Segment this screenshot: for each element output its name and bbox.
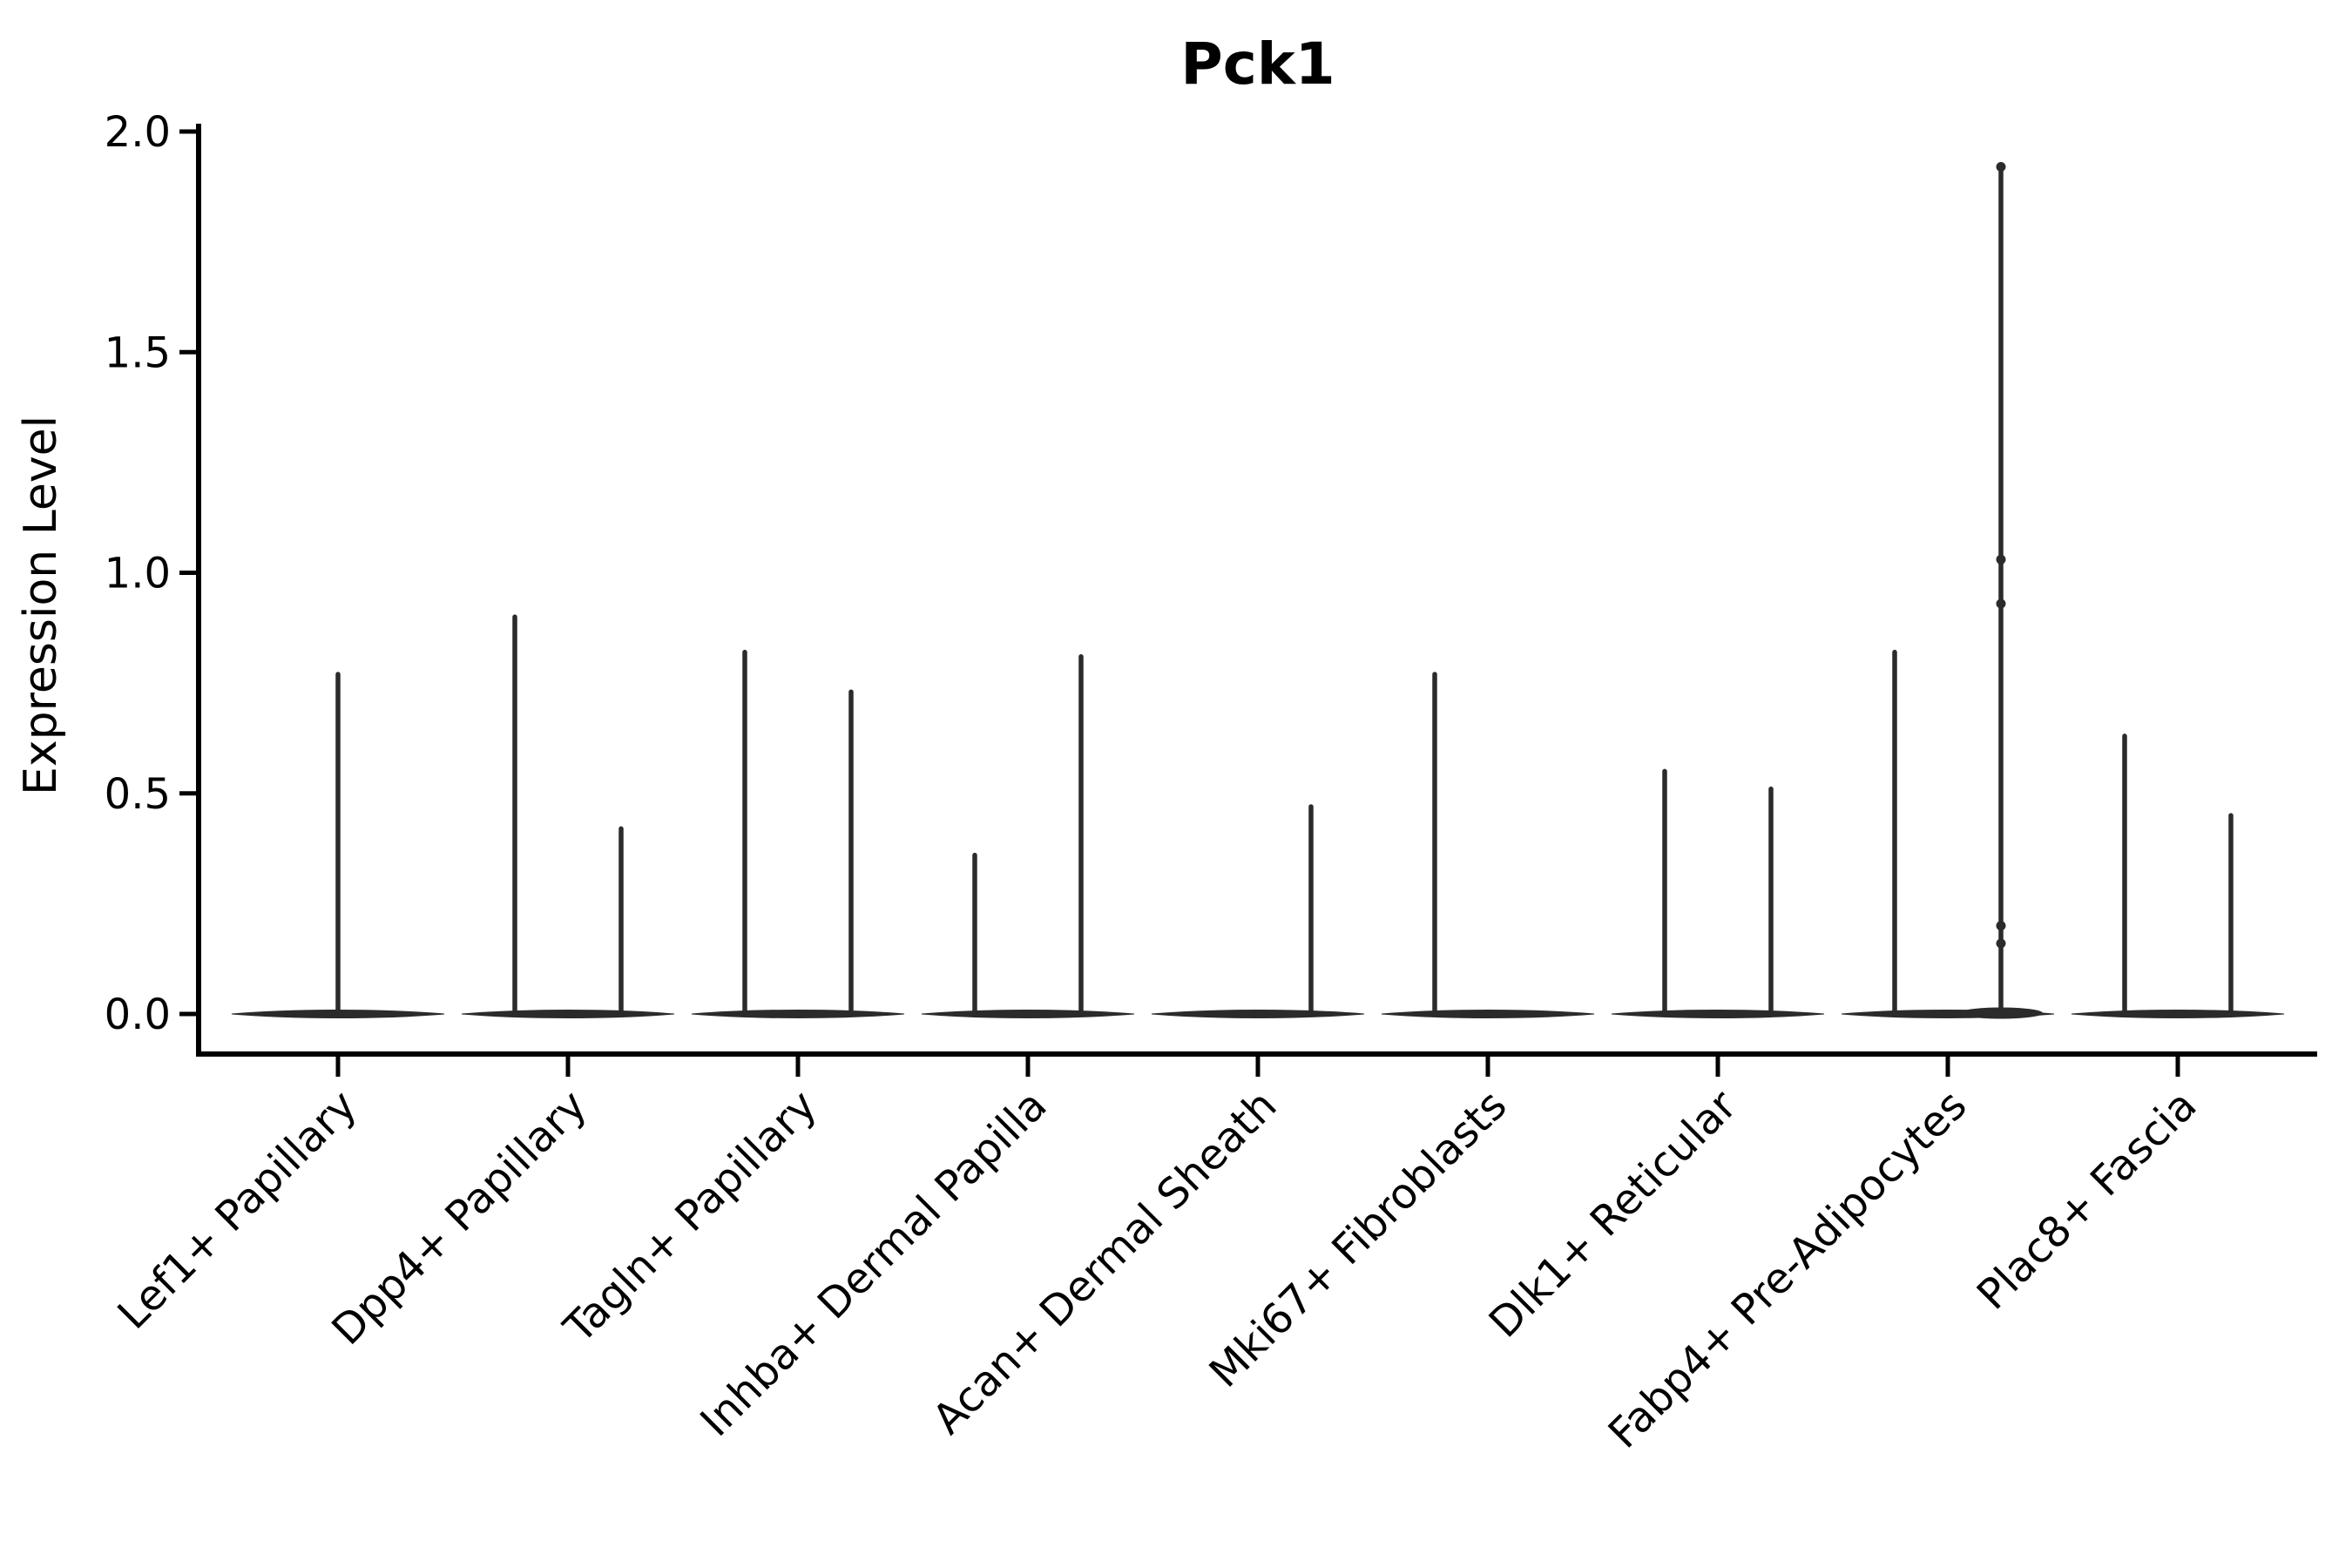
- violin-lens: [461, 1009, 675, 1019]
- expression-point: [1996, 554, 2006, 564]
- violin-lens: [1381, 1009, 1595, 1019]
- x-tick-label: Dlk1+ Reticular: [1480, 1081, 1747, 1348]
- expression-point: [1996, 162, 2006, 172]
- violin-lens: [1611, 1009, 1825, 1019]
- y-tick-label: 1.0: [105, 550, 171, 598]
- violin-lens: [2071, 1009, 2285, 1019]
- y-axis-title: Expression Level: [15, 416, 67, 795]
- y-tick-label: 0.0: [105, 990, 171, 1039]
- y-tick-label: 1.5: [105, 328, 171, 377]
- expression-point: [1996, 921, 2006, 931]
- x-tick-label: Tagln+ Papillary: [554, 1081, 826, 1353]
- x-tick-label: Plac8+ Fascia: [1968, 1081, 2207, 1320]
- x-tick-label: Lef1+ Papillary: [109, 1081, 367, 1339]
- expression-point: [1996, 598, 2006, 609]
- expression-point: [1996, 938, 2006, 949]
- y-tick-label: 2.0: [105, 108, 171, 157]
- y-axis-ticks: 0.0 0.5 1.0 1.5 2.0: [105, 108, 199, 1039]
- y-tick-label: 0.5: [105, 770, 171, 819]
- chart-title: Pck1: [1180, 30, 1335, 98]
- violin-lens: [921, 1009, 1135, 1019]
- violins: [231, 162, 2285, 1019]
- violin-lens: [1151, 1009, 1365, 1019]
- x-tick-label: Dpp4+ Papillary: [322, 1081, 596, 1355]
- violin-lens: [691, 1009, 905, 1019]
